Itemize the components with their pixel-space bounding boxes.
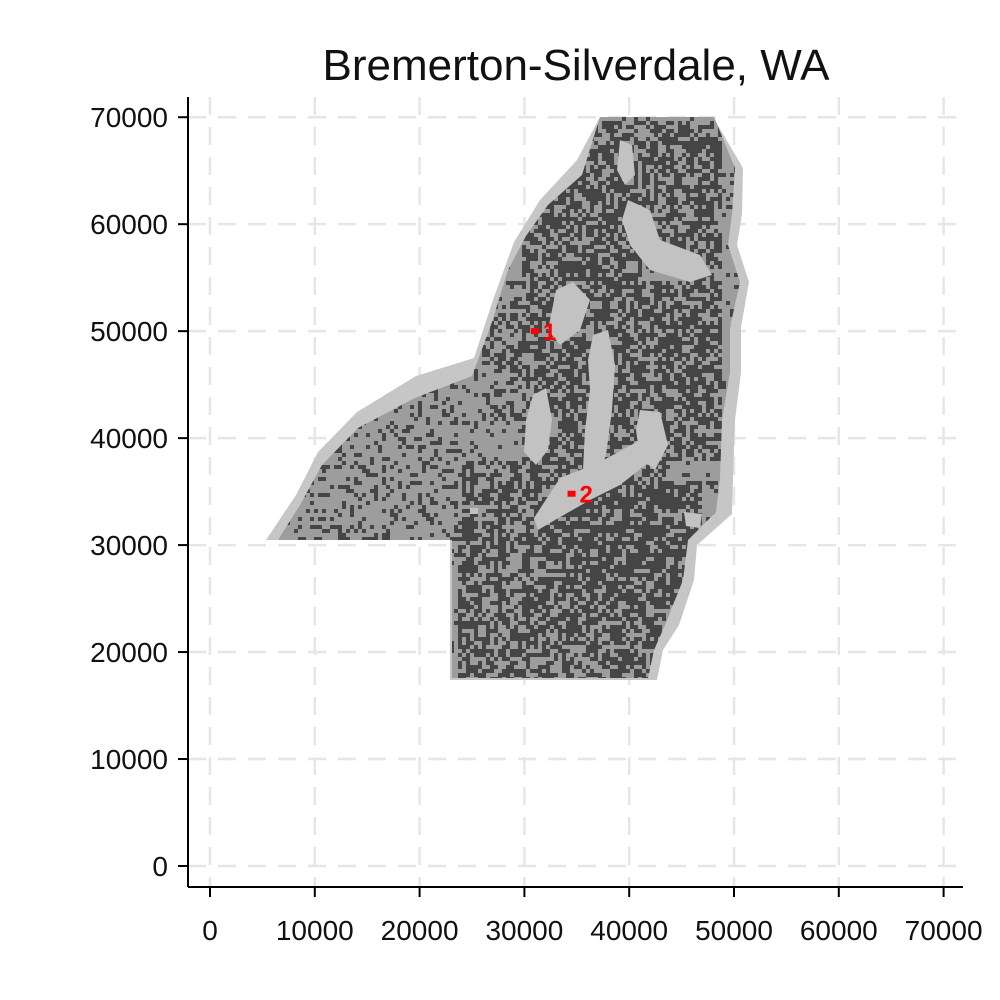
- water-body: [470, 508, 478, 514]
- y-tick-label: 60000: [90, 209, 168, 240]
- water-body: [622, 200, 712, 282]
- y-tick-label: 40000: [90, 423, 168, 454]
- water-body: [583, 330, 615, 478]
- y-tick-label: 30000: [90, 530, 168, 561]
- y-tick-label: 10000: [90, 744, 168, 775]
- water-body: [617, 140, 635, 185]
- axes: [187, 97, 963, 888]
- water-body: [524, 388, 552, 465]
- water-body: [636, 410, 668, 470]
- water-body: [548, 282, 590, 345]
- region-map: [266, 117, 749, 680]
- x-tick-label: 0: [202, 915, 218, 946]
- x-tick-label: 30000: [485, 915, 563, 946]
- x-tick-label: 50000: [695, 915, 773, 946]
- marker-label: 1: [543, 319, 556, 346]
- x-tick-label: 60000: [800, 915, 878, 946]
- marker-1: 1: [530, 319, 556, 346]
- y-tick-label: 70000: [90, 102, 168, 133]
- x-tick-label: 20000: [381, 915, 459, 946]
- axis-ticks: 0 10000 20000 30000 40000 50000 60000 70000 0 100…: [90, 102, 982, 946]
- y-tick-label: 0: [152, 851, 168, 882]
- y-tick-label: 20000: [90, 637, 168, 668]
- chart-title: Bremerton-Silverdale, WA: [323, 41, 831, 90]
- marker-label: 2: [580, 482, 593, 509]
- water-body: [684, 512, 702, 528]
- marker-2: 2: [567, 482, 593, 509]
- marker-point: [567, 490, 576, 497]
- y-tick-label: 50000: [90, 316, 168, 347]
- x-tick-label: 70000: [905, 915, 983, 946]
- markers: 12: [530, 319, 593, 509]
- water-body: [534, 440, 652, 530]
- marker-point: [530, 328, 539, 335]
- x-tick-label: 40000: [590, 915, 668, 946]
- x-tick-label: 10000: [276, 915, 354, 946]
